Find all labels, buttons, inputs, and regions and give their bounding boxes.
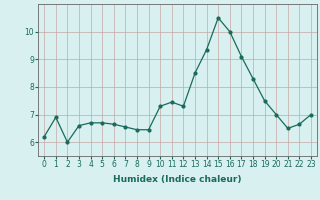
X-axis label: Humidex (Indice chaleur): Humidex (Indice chaleur) [113, 175, 242, 184]
